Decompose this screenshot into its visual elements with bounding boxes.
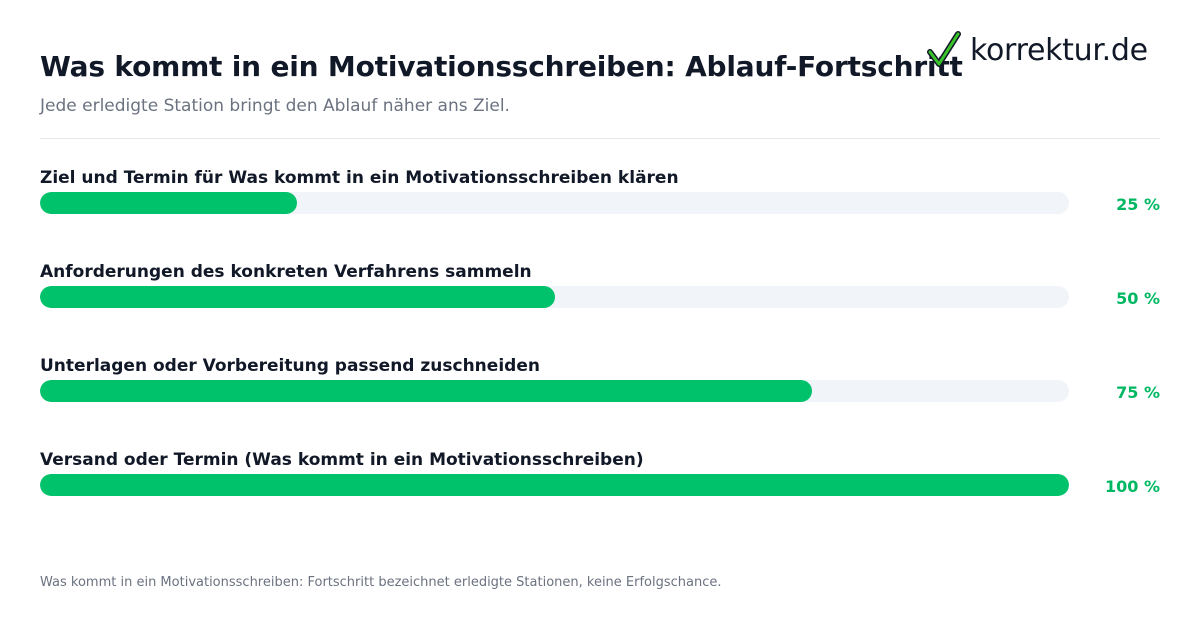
checkmark-icon [926, 30, 962, 70]
progress-value: 25 % [1116, 195, 1160, 214]
header-divider [40, 138, 1160, 139]
step-label: Unterlagen oder Vorbereitung passend zus… [40, 356, 540, 376]
progress-value: 100 % [1105, 477, 1160, 496]
progress-value: 50 % [1116, 289, 1160, 308]
progress-bar [40, 192, 298, 214]
brand-logo[interactable]: korrektur.de [926, 30, 1148, 70]
progress-track [40, 192, 1069, 214]
progress-value: 75 % [1116, 383, 1160, 402]
brand-name: korrektur.de [970, 32, 1148, 68]
footnote: Was kommt in ein Motivationsschreiben: F… [40, 575, 722, 590]
step-label: Ziel und Termin für Was kommt in ein Mot… [40, 168, 679, 188]
chart-title: Was kommt in ein Motivationsschreiben: A… [40, 50, 963, 83]
step-label: Versand oder Termin (Was kommt in ein Mo… [40, 450, 644, 470]
progress-row: Versand oder Termin (Was kommt in ein Mo… [40, 450, 1160, 510]
progress-track [40, 474, 1069, 496]
progress-bar [40, 380, 812, 402]
progress-row: Ziel und Termin für Was kommt in ein Mot… [40, 168, 1160, 228]
progress-bar [40, 474, 1069, 496]
progress-track [40, 380, 1069, 402]
progress-track [40, 286, 1069, 308]
chart-subtitle: Jede erledigte Station bringt den Ablauf… [40, 96, 510, 116]
progress-row: Unterlagen oder Vorbereitung passend zus… [40, 356, 1160, 416]
step-label: Anforderungen des konkreten Verfahrens s… [40, 262, 532, 282]
progress-row: Anforderungen des konkreten Verfahrens s… [40, 262, 1160, 322]
progress-bar [40, 286, 555, 308]
